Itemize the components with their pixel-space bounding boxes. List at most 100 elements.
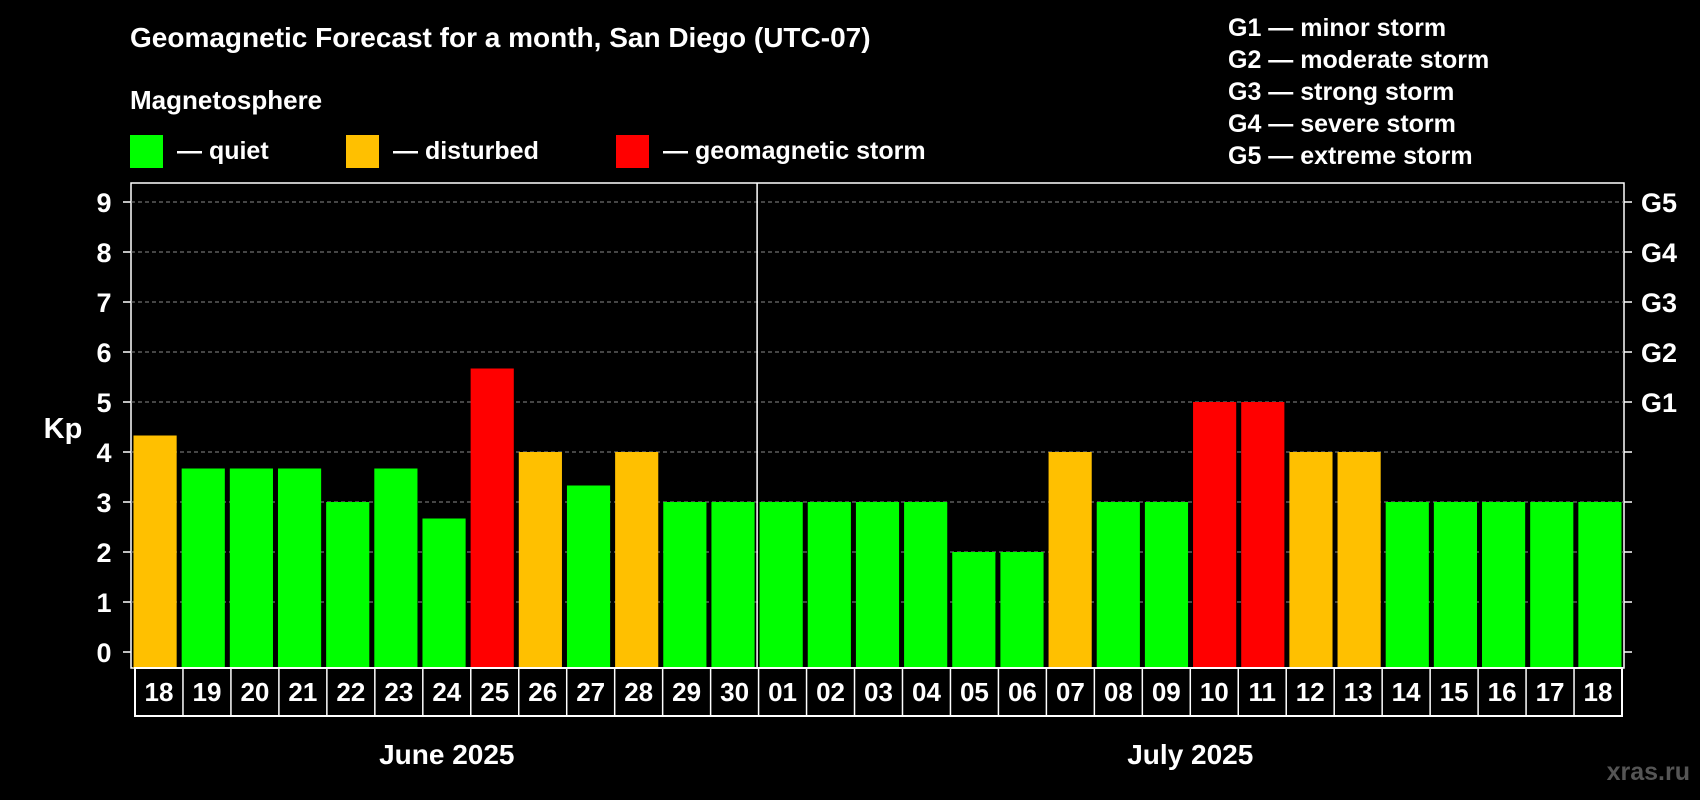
kp-bar [663,502,707,668]
kp-bar [807,502,851,668]
date-label: 18 [1584,677,1613,707]
kp-bar [229,468,273,668]
kp-bar [566,485,611,668]
date-label: 25 [480,677,509,707]
legend-item-quiet: — quiet [130,134,269,168]
g-level-label: G1 [1641,388,1677,418]
date-label: 14 [1392,677,1421,707]
date-label: 27 [576,677,605,707]
y-tick-label: 4 [96,438,111,468]
date-label: 01 [768,677,797,707]
legend-label-disturbed: — disturbed [393,136,539,165]
kp-bar [1337,452,1381,668]
watermark: xras.ru [1606,758,1690,786]
date-label: 03 [864,677,893,707]
kp-bar [374,468,418,668]
date-label: 20 [240,677,269,707]
legend-swatch-quiet [130,134,163,168]
kp-bar [181,468,225,668]
y-axis-label: Kp [44,413,83,445]
y-tick-label: 0 [96,638,111,668]
date-label: 13 [1344,677,1373,707]
kp-bar [1433,502,1478,668]
legend-item-disturbed: — disturbed [346,134,539,168]
date-label: 12 [1296,677,1325,707]
date-label: 24 [432,677,461,707]
date-label: 15 [1440,677,1469,707]
y-tick-label: 7 [96,288,111,318]
legend-swatch-storm [616,134,649,168]
kp-bar [615,452,659,668]
kp-bar [1096,502,1140,668]
date-label: 19 [192,677,221,707]
date-label: 22 [336,677,365,707]
date-label: 17 [1536,677,1565,707]
kp-bar [759,502,803,668]
date-label: 16 [1488,677,1517,707]
kp-bar [952,552,996,668]
storm-level-g1: G1 — minor storm [1228,14,1447,42]
date-label: 26 [528,677,557,707]
g-level-label: G2 [1641,338,1677,368]
kp-bar [1530,502,1574,668]
legend-label-storm: — geomagnetic storm [663,136,926,165]
date-label: 07 [1056,677,1085,707]
date-label: 21 [288,677,317,707]
y-tick-label: 2 [96,538,111,568]
chart-title: Geomagnetic Forecast for a month, San Di… [130,22,871,53]
date-label: 02 [816,677,845,707]
y-tick-label: 5 [96,388,111,418]
month-label: July 2025 [1127,739,1253,770]
date-label: 05 [960,677,989,707]
y-tick-label: 1 [96,588,111,618]
kp-bar [133,435,177,668]
storm-level-g2: G2 — moderate storm [1228,46,1490,74]
kp-bar [904,502,948,668]
kp-bar [518,452,562,668]
kp-bar [711,502,755,668]
date-label: 23 [384,677,413,707]
kp-bar [1144,502,1189,668]
kp-bar [1000,552,1044,668]
date-label: 30 [720,677,749,707]
magnetosphere-heading: Magnetosphere [130,85,323,115]
kp-bar [1193,402,1237,668]
y-tick-label: 8 [96,238,111,268]
month-label: June 2025 [379,739,514,770]
date-label: 10 [1200,677,1229,707]
kp-bar [326,502,370,668]
storm-levels-key: G1 — minor storm G2 — moderate storm G3 … [1228,12,1489,172]
date-label: 06 [1008,677,1037,707]
kp-bar [1482,502,1526,668]
date-label: 11 [1248,677,1276,707]
storm-level-g4: G4 — severe storm [1228,110,1456,138]
y-tick-label: 9 [96,188,111,218]
kp-bar [470,368,514,668]
date-label: 29 [672,677,701,707]
legend-swatch-disturbed [346,134,379,168]
date-row-frame [134,667,1623,717]
kp-bar [855,502,900,668]
kp-bar [422,518,466,668]
legend-item-storm: — geomagnetic storm [616,134,926,168]
y-tick-label: 6 [96,338,111,368]
kp-bar [1241,402,1285,668]
kp-bar [1578,502,1622,668]
y-tick-label: 3 [96,488,111,518]
kp-bar [277,468,322,668]
date-label: 28 [624,677,653,707]
date-label: 08 [1104,677,1133,707]
legend-label-quiet: — quiet [177,136,269,165]
storm-level-g5: G5 — extreme storm [1228,142,1473,170]
storm-level-g3: G3 — strong storm [1228,78,1455,106]
date-label: 18 [145,677,174,707]
g-level-label: G5 [1641,188,1677,218]
kp-bar [1048,452,1092,668]
date-label: 09 [1152,677,1181,707]
g-level-label: G4 [1641,238,1677,268]
date-label: 04 [912,677,941,707]
kp-bar [1289,452,1333,668]
kp-bar [1385,502,1429,668]
g-level-label: G3 [1641,288,1677,318]
